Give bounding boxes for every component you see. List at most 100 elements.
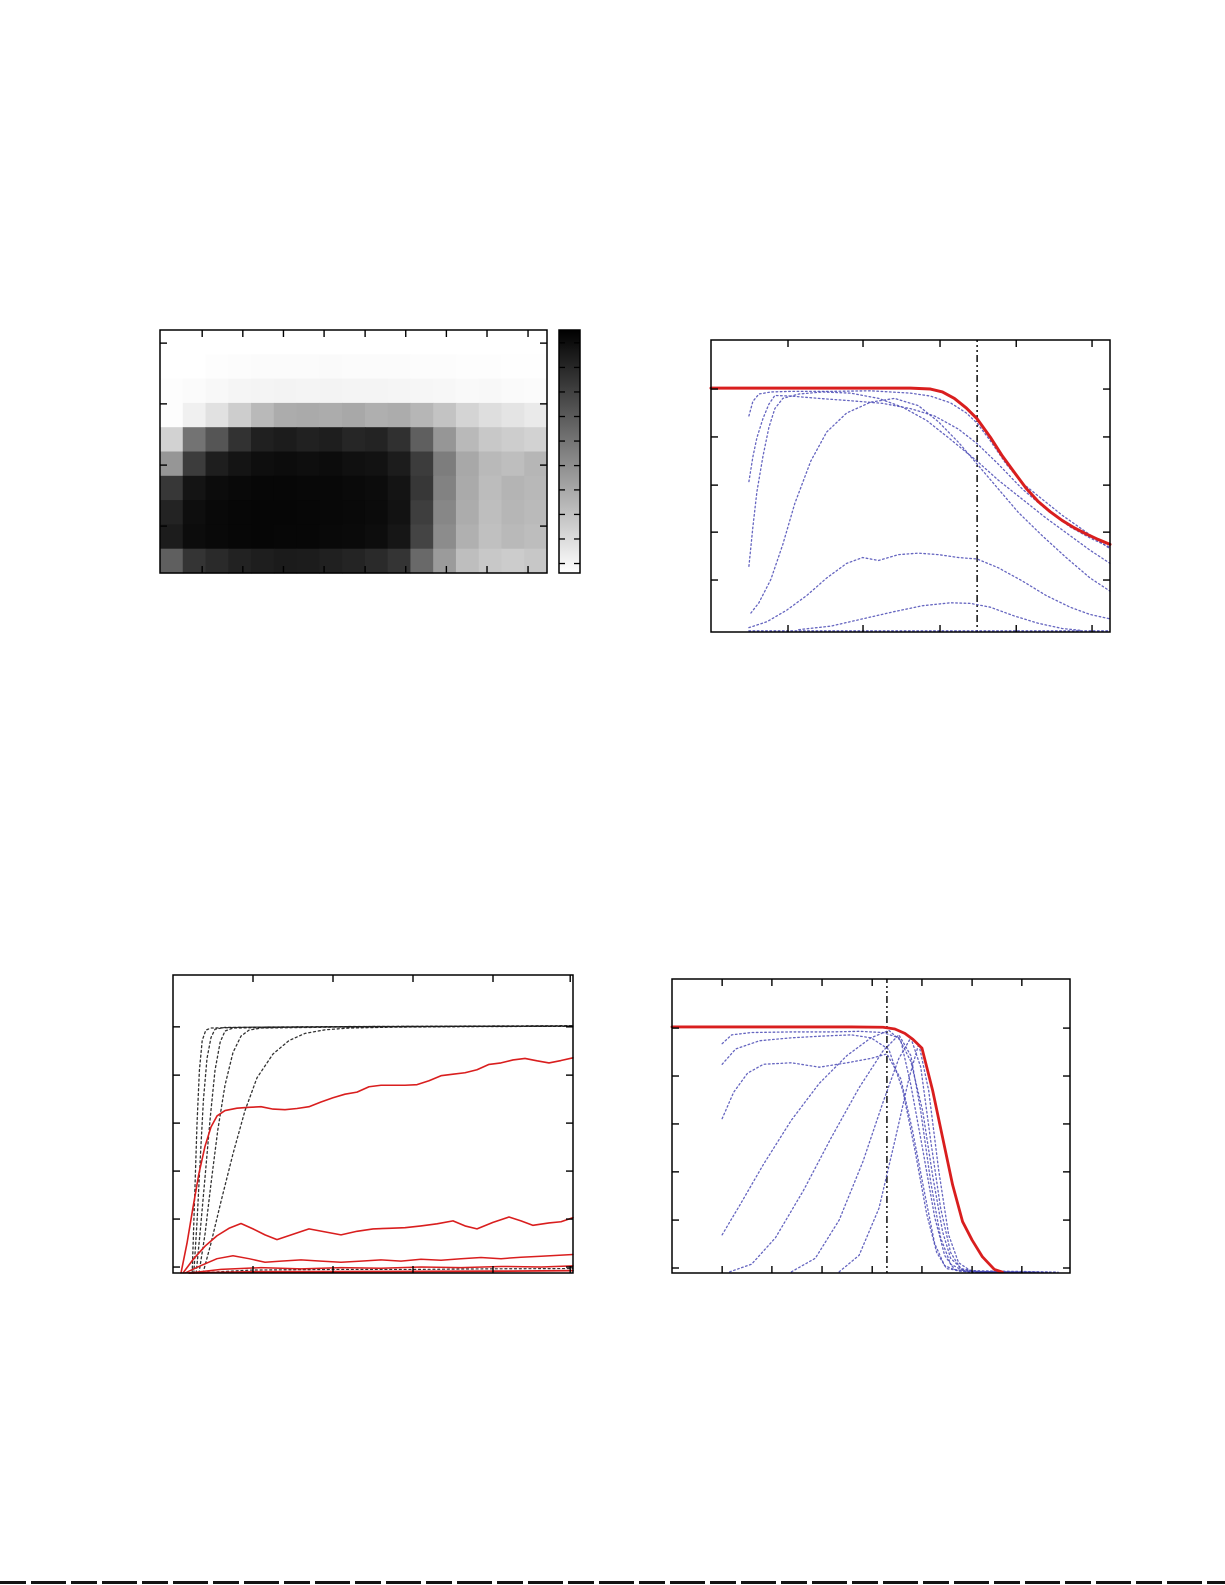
colorbar-gradient xyxy=(559,330,580,573)
heatmap-cell xyxy=(342,354,366,380)
heatmap-cell xyxy=(182,330,207,355)
heatmap-cell xyxy=(387,378,412,404)
heatmap-cell xyxy=(182,378,207,404)
heatmap-cell xyxy=(342,378,366,404)
heatmap-cell xyxy=(342,330,366,355)
heatmap-cell xyxy=(387,354,412,380)
heatmap-cell xyxy=(410,354,434,380)
heatmap-cell xyxy=(182,402,207,428)
heatmap-cell xyxy=(342,427,366,453)
heatmap-cell xyxy=(273,354,298,380)
heatmap-cell xyxy=(387,451,412,477)
heatmap-cell xyxy=(524,548,548,574)
series-black-rise-1 xyxy=(193,1025,574,1274)
heatmap-cell xyxy=(342,402,366,428)
heatmap-cell xyxy=(364,427,389,453)
heatmap-cell xyxy=(182,475,207,501)
heatmap-cell xyxy=(251,500,275,525)
heatmap-cell xyxy=(273,378,298,404)
heatmap-cell xyxy=(273,402,298,428)
series-blue-2 xyxy=(721,1034,1023,1273)
heatmap-cell xyxy=(342,548,366,574)
heatmap-cell xyxy=(296,500,320,525)
heatmap-cell xyxy=(273,548,298,574)
heatmap-plot xyxy=(159,329,581,574)
heatmap-cell xyxy=(410,548,434,574)
heatmap-cell xyxy=(205,378,229,404)
heatmap-cell xyxy=(182,500,207,525)
heatmap-cell xyxy=(319,475,343,501)
heatmap-cell xyxy=(433,524,457,550)
heatmap-cell xyxy=(455,402,480,428)
series-blue-5 xyxy=(729,1034,1019,1273)
heatmap-cell xyxy=(228,330,252,355)
heatmap-cell xyxy=(478,500,503,525)
heatmap-cell xyxy=(160,548,184,574)
heatmap-cell xyxy=(319,354,343,380)
heatmap-cell xyxy=(251,378,275,404)
heatmap-cell xyxy=(524,354,548,380)
heatmap-cell xyxy=(524,524,548,550)
heatmap-cell xyxy=(478,427,503,453)
heatmap-cell xyxy=(455,354,480,380)
axes-frame xyxy=(710,339,1111,633)
heatmap-cell xyxy=(478,330,503,355)
heatmap-cell xyxy=(251,451,275,477)
heatmap-cell xyxy=(273,524,298,550)
heatmap-cell xyxy=(228,427,252,453)
axes-frame xyxy=(671,978,1071,1274)
heatmap-cell xyxy=(205,548,229,574)
heatmap-cell xyxy=(455,500,480,525)
heatmap-cell xyxy=(342,500,366,525)
heatmap-cell xyxy=(387,475,412,501)
series-red-envelope xyxy=(709,386,1112,546)
tick-marks xyxy=(672,979,1070,1273)
heatmap-cell xyxy=(296,548,320,574)
axes-frame xyxy=(159,329,548,574)
axes-frame xyxy=(172,974,574,1274)
series-blue-hug-top xyxy=(721,1030,1031,1273)
heatmap-cell xyxy=(501,500,525,525)
heatmap-cell xyxy=(478,475,503,501)
heatmap-cell xyxy=(296,402,320,428)
heatmap-cell xyxy=(273,451,298,477)
heatmap-cell xyxy=(160,354,184,380)
heatmap-cell xyxy=(319,451,343,477)
heatmap-cell xyxy=(524,475,548,501)
series-red-envelope xyxy=(670,1025,1004,1274)
heatmap-cell xyxy=(228,548,252,574)
heatmap-cell xyxy=(478,402,503,428)
bottom-left-line-plot xyxy=(172,974,574,1274)
heatmap-cell xyxy=(455,475,480,501)
heatmap-cell xyxy=(273,427,298,453)
heatmap-cell xyxy=(478,524,503,550)
heatmap-cell xyxy=(387,427,412,453)
heatmap-cell xyxy=(501,354,525,380)
heatmap-cell xyxy=(433,330,457,355)
heatmap-cell xyxy=(182,354,207,380)
series-black-rise-0 xyxy=(191,1025,574,1274)
heatmap-cell xyxy=(251,427,275,453)
heatmap-cell xyxy=(455,330,480,355)
heatmap-cell xyxy=(160,451,184,477)
bottom-right-line-plot xyxy=(670,978,1071,1274)
heatmap-cell xyxy=(524,378,548,404)
heatmap-cell xyxy=(433,548,457,574)
heatmap-cell xyxy=(364,402,389,428)
heatmap-cell xyxy=(478,451,503,477)
series-red-mid xyxy=(182,1216,574,1274)
heatmap-cell xyxy=(273,475,298,501)
heatmap-cell xyxy=(410,427,434,453)
heatmap-cell xyxy=(387,330,412,355)
heatmap-cell xyxy=(455,524,480,550)
heatmap-cell xyxy=(205,330,229,355)
heatmap-cell xyxy=(342,524,366,550)
heatmap-cell xyxy=(228,475,252,501)
series-red-lower xyxy=(188,1265,574,1274)
heatmap-cell xyxy=(296,451,320,477)
heatmap-cell xyxy=(319,402,343,428)
heatmap-cell xyxy=(387,500,412,525)
heatmap-cells xyxy=(160,330,548,574)
heatmap-cell xyxy=(228,500,252,525)
heatmap-cell xyxy=(205,500,229,525)
